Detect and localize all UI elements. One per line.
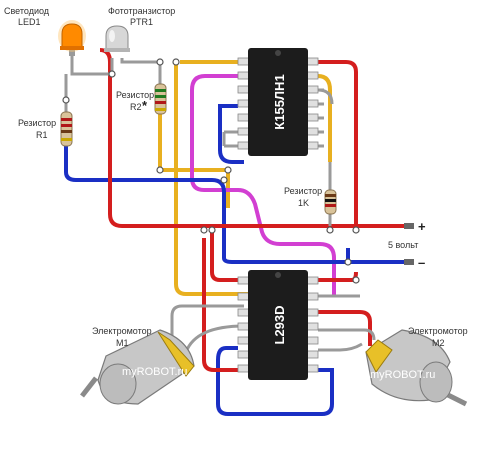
junction-dots bbox=[62, 58, 360, 284]
junction-dot bbox=[220, 176, 228, 184]
motor-face bbox=[99, 363, 137, 405]
photo-title: Фототранзистор bbox=[108, 6, 175, 16]
junction-dot bbox=[156, 58, 164, 66]
r2-mark: * bbox=[142, 98, 148, 113]
junction-dot bbox=[352, 276, 360, 284]
wire-yellow-right bbox=[317, 74, 332, 162]
wire-red-l293-right bbox=[318, 271, 358, 282]
junction-dot bbox=[200, 226, 208, 234]
chip1-label: К155ЛН1 bbox=[272, 74, 287, 129]
minus-terminal bbox=[404, 259, 414, 265]
m2-ref: M2 bbox=[432, 338, 445, 348]
motor-endcap bbox=[157, 331, 195, 377]
wire-grey-m1 bbox=[170, 304, 245, 353]
led-legs bbox=[69, 46, 75, 56]
chip2-body bbox=[248, 270, 308, 380]
minus-label: – bbox=[418, 255, 425, 270]
resistor-r1 bbox=[60, 111, 73, 147]
resistor-r2 bbox=[154, 83, 167, 115]
motor-m1: myROBOT.ru bbox=[80, 329, 195, 405]
wire-blue-left bbox=[64, 146, 410, 264]
photo-ref: PTR1 bbox=[130, 17, 153, 27]
wire-red-motor-left bbox=[202, 238, 244, 372]
junction-dot bbox=[326, 226, 334, 234]
wire-grey-chip1-right bbox=[318, 88, 324, 148]
led-rim bbox=[60, 46, 84, 50]
chip2-label: L293D bbox=[272, 305, 287, 344]
photo-highlight bbox=[109, 30, 115, 42]
chip2-notch bbox=[275, 272, 281, 278]
junction-dot bbox=[344, 258, 352, 266]
power-terminals bbox=[404, 223, 414, 265]
photo-rim bbox=[104, 48, 130, 52]
wire-red-l293-left bbox=[210, 226, 246, 282]
chip2-pins bbox=[237, 276, 319, 373]
motor-shaft bbox=[80, 376, 98, 398]
chip-k155ln1: К155ЛН1 bbox=[237, 48, 319, 156]
wire-grey-m2 bbox=[318, 294, 376, 352]
brand-left: myROBOT.ru bbox=[122, 366, 187, 378]
r1-ref: R1 bbox=[36, 130, 48, 140]
wire-red-chip1 bbox=[318, 60, 358, 226]
junction-dot bbox=[108, 70, 116, 78]
chip1-pins bbox=[237, 57, 319, 150]
brand-right: myROBOT.ru bbox=[370, 369, 435, 381]
m2-title: Электромотор bbox=[408, 326, 468, 336]
m1-ref: M1 bbox=[116, 338, 129, 348]
m1-title: Электромотор bbox=[92, 326, 152, 336]
wire-magenta bbox=[190, 74, 336, 296]
junction-dot bbox=[208, 226, 216, 234]
motor-endcap bbox=[365, 339, 393, 373]
plus-terminal bbox=[404, 223, 414, 229]
wire-blue-bottom bbox=[216, 346, 334, 416]
led-body bbox=[61, 23, 83, 49]
rk-ref: 1K bbox=[298, 198, 309, 208]
junction-dot bbox=[224, 166, 232, 174]
led-ref: LED1 bbox=[18, 17, 41, 27]
motor-face bbox=[419, 361, 453, 403]
wire-red-motor-right bbox=[318, 310, 372, 346]
resistor-1k bbox=[324, 189, 337, 215]
led-title: Светодиод bbox=[4, 6, 50, 16]
junction-dot bbox=[156, 166, 164, 174]
r1-title: Резистор bbox=[18, 118, 56, 128]
junction-dot bbox=[62, 96, 70, 104]
wire-blue-top bbox=[218, 104, 244, 164]
wire-grey-led-photo bbox=[70, 54, 114, 76]
wire-grey-photo-r2 bbox=[120, 58, 162, 84]
led1 bbox=[58, 20, 86, 56]
r2-title: Резистор bbox=[116, 90, 154, 100]
junction-dot bbox=[172, 58, 180, 66]
wire-grey-chip1-loop bbox=[222, 88, 334, 148]
junction-dot bbox=[352, 226, 360, 234]
motor-m2: myROBOT.ru bbox=[365, 329, 468, 407]
chip1-notch bbox=[275, 50, 281, 56]
wire-yellow-left bbox=[174, 62, 252, 296]
phototransistor bbox=[104, 25, 130, 52]
chip-l293d: L293D bbox=[237, 270, 319, 380]
r2-ref: R2 bbox=[130, 102, 142, 112]
motor-shaft bbox=[444, 391, 468, 407]
plus-label: + bbox=[418, 219, 426, 234]
chip1-body bbox=[248, 48, 308, 156]
rk-title: Резистор bbox=[284, 186, 322, 196]
voltage-label: 5 вольт bbox=[388, 240, 418, 250]
